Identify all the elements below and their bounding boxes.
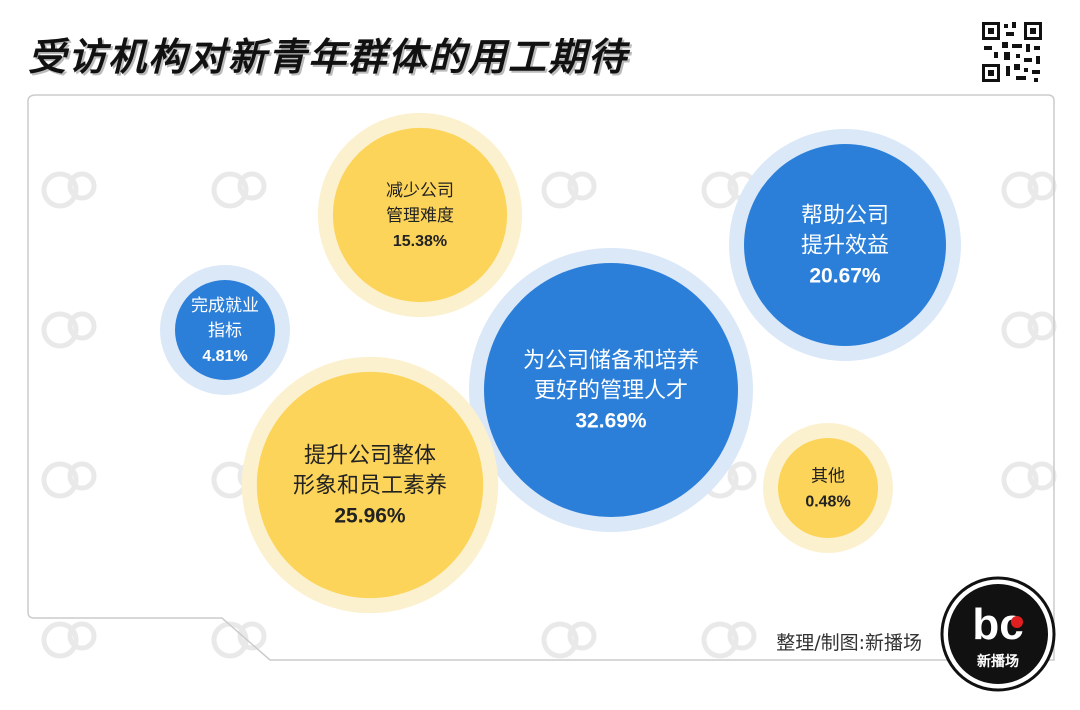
qr-code-icon xyxy=(980,20,1044,84)
bubble-value: 25.96% xyxy=(334,505,406,528)
bubble xyxy=(484,263,738,517)
bubble-label: 提升公司整体 xyxy=(304,444,436,469)
bubble-label: 指标 xyxy=(208,321,242,341)
bubble-label: 管理难度 xyxy=(386,206,454,226)
bubble-label: 形象和员工素养 xyxy=(293,474,447,499)
bubble-label: 提升效益 xyxy=(801,234,889,259)
bubble xyxy=(256,371,484,599)
bubble-value: 20.67% xyxy=(809,265,881,288)
logo-name: 新播场 xyxy=(977,653,1019,670)
bubble-label: 完成就业 xyxy=(191,296,259,316)
bubble xyxy=(744,144,946,346)
bubble xyxy=(175,280,275,380)
bubble-label: 更好的管理人才 xyxy=(534,379,688,404)
bubble xyxy=(778,438,878,538)
bubble-value: 32.69% xyxy=(575,410,647,433)
bubble-label: 减少公司 xyxy=(386,181,454,201)
bubble-label: 其他 xyxy=(811,466,845,486)
bubble xyxy=(332,127,508,303)
brand-logo: bc 新播场 xyxy=(940,576,1056,692)
bubble-value: 4.81% xyxy=(202,348,247,365)
bubble-value: 15.38% xyxy=(393,233,447,250)
bubble-label: 帮助公司 xyxy=(801,204,889,229)
page-title: 受访机构对新青年群体的用工期待 xyxy=(28,35,629,79)
bubble-label: 为公司储备和培养 xyxy=(523,349,699,374)
credit-text: 整理/制图:新播场 xyxy=(776,632,922,654)
bubble-value: 0.48% xyxy=(805,493,850,510)
